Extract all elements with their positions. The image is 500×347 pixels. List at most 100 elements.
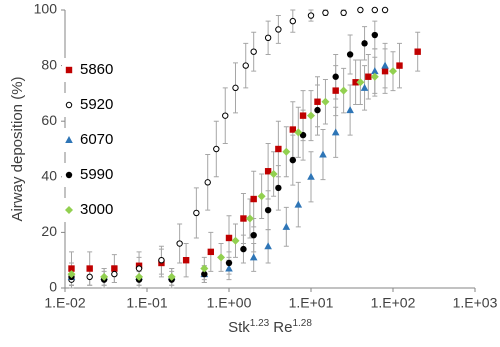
marker xyxy=(361,40,368,47)
marker xyxy=(339,86,348,95)
marker xyxy=(225,259,233,267)
marker xyxy=(250,231,257,239)
marker xyxy=(381,61,389,69)
marker xyxy=(242,62,249,69)
marker xyxy=(264,168,272,175)
marker xyxy=(289,126,297,133)
marker xyxy=(294,128,303,137)
marker xyxy=(346,51,354,58)
marker xyxy=(275,26,282,33)
x-label-part: Re xyxy=(273,319,292,336)
marker xyxy=(307,12,315,19)
legend-marker xyxy=(65,66,73,74)
marker xyxy=(100,272,109,281)
x-tick-label: 1.E-02 xyxy=(44,295,85,311)
marker xyxy=(111,270,118,278)
y-tick-label: 60 xyxy=(41,112,57,128)
marker xyxy=(250,48,257,55)
marker xyxy=(414,48,421,55)
marker xyxy=(158,257,165,264)
x-label-exponent: 1.23 xyxy=(250,318,270,329)
marker xyxy=(365,73,372,80)
marker xyxy=(264,34,272,41)
x-tick-label: 1.E+01 xyxy=(289,295,334,311)
marker xyxy=(371,6,379,14)
legend-label: 5860 xyxy=(80,61,113,78)
marker xyxy=(356,78,365,87)
marker xyxy=(217,253,226,262)
marker xyxy=(322,9,329,16)
marker xyxy=(222,112,229,119)
legend-marker xyxy=(65,101,73,109)
legend-marker xyxy=(65,206,73,214)
x-label-part: Stk xyxy=(228,319,250,336)
marker xyxy=(213,145,220,153)
marker xyxy=(370,72,379,81)
marker xyxy=(232,84,239,92)
marker xyxy=(294,200,303,208)
marker xyxy=(225,264,233,272)
marker xyxy=(269,170,278,179)
marker xyxy=(299,112,307,119)
marker xyxy=(275,145,282,153)
marker xyxy=(314,106,321,114)
y-tick-label: 20 xyxy=(41,223,57,239)
marker xyxy=(371,67,379,75)
marker xyxy=(67,270,76,279)
marker xyxy=(182,257,190,264)
marker xyxy=(225,234,233,242)
marker xyxy=(86,273,93,281)
marker xyxy=(68,265,75,272)
marker xyxy=(204,179,211,186)
marker xyxy=(240,245,247,253)
marker xyxy=(111,265,118,272)
legend-background xyxy=(62,128,120,152)
marker xyxy=(135,265,143,272)
y-tick-label: 0 xyxy=(49,279,57,295)
marker xyxy=(264,206,272,214)
marker xyxy=(381,67,389,75)
marker xyxy=(86,265,93,272)
marker xyxy=(371,31,379,39)
marker xyxy=(257,192,266,201)
marker xyxy=(264,242,272,250)
marker xyxy=(381,6,389,14)
marker xyxy=(200,264,209,273)
marker xyxy=(201,270,208,278)
legend-marker xyxy=(65,171,73,179)
marker xyxy=(389,67,397,76)
marker xyxy=(307,111,315,120)
y-axis-label: Airway deposition (%) xyxy=(9,76,26,221)
y-tick-label: 80 xyxy=(41,56,57,72)
marker xyxy=(360,83,369,91)
marker xyxy=(340,9,347,16)
marker xyxy=(299,131,307,139)
marker xyxy=(321,97,330,106)
x-tick-label: 1.E-01 xyxy=(126,295,167,311)
legend-label: 5990 xyxy=(80,166,113,183)
legend-label: 5920 xyxy=(80,96,113,113)
marker xyxy=(314,98,321,105)
marker xyxy=(331,128,340,136)
marker xyxy=(245,214,254,223)
marker xyxy=(396,62,403,69)
legend-label: 3000 xyxy=(80,201,113,218)
marker xyxy=(332,87,339,94)
y-tick-label: 100 xyxy=(34,1,58,17)
marker xyxy=(289,17,297,25)
marker xyxy=(275,184,282,192)
marker xyxy=(332,73,339,80)
marker xyxy=(193,209,200,217)
x-tick-label: 1.E+00 xyxy=(207,295,252,311)
marker xyxy=(307,172,315,180)
x-axis-label: Stk1.23 Re1.28 xyxy=(228,318,312,336)
marker xyxy=(352,79,359,86)
marker xyxy=(135,272,144,281)
marker xyxy=(289,156,297,164)
marker xyxy=(319,150,327,158)
marker xyxy=(176,240,183,247)
legend-label: 6070 xyxy=(80,131,113,148)
marker xyxy=(282,147,291,156)
marker xyxy=(357,6,364,14)
